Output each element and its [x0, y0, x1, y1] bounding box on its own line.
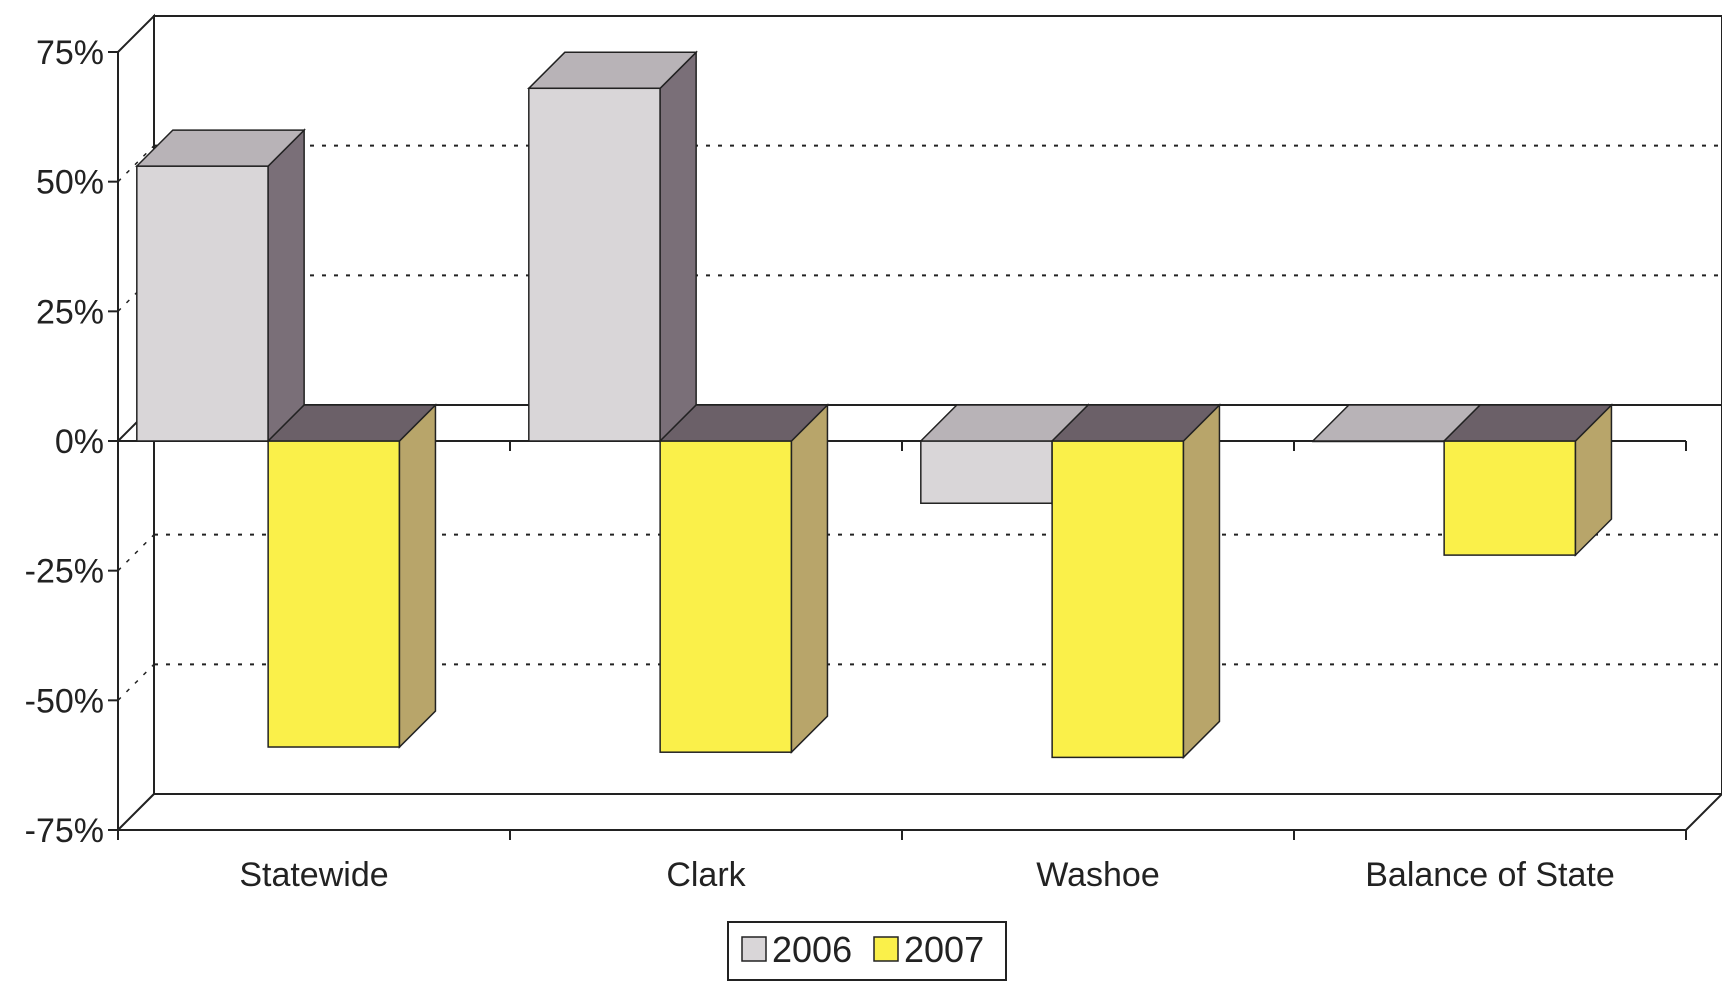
legend-swatch-2006 — [741, 936, 767, 962]
category-label: Washoe — [1036, 856, 1159, 894]
legend-box — [727, 921, 1007, 981]
bar-2007 — [266, 403, 438, 749]
category-label: Balance of State — [1365, 856, 1615, 894]
gridline-side — [117, 663, 155, 701]
bar-top — [1442, 404, 1614, 442]
legend: 2006 2007 — [727, 921, 1007, 981]
gridline-side — [117, 534, 155, 572]
bars — [135, 50, 1614, 760]
y-tick-label: -50% — [25, 682, 104, 720]
gridline-side — [117, 274, 155, 312]
bar-2007 — [1442, 403, 1614, 557]
bar-2006 — [919, 403, 1090, 506]
bar-top — [135, 129, 306, 167]
category-labels: Statewide Clark Washoe Balance of State — [239, 856, 1614, 894]
legend-label-2007: 2007 — [904, 929, 984, 970]
bar-front — [1443, 440, 1577, 556]
y-tick-label: 75% — [36, 34, 104, 72]
bar-2007 — [1050, 403, 1222, 760]
bar-front — [659, 440, 793, 753]
y-tick-label: 0% — [55, 423, 104, 461]
bar-front — [920, 440, 1053, 504]
bar-top — [266, 404, 438, 442]
legend-swatch-2007 — [873, 936, 899, 962]
bar-front — [528, 87, 661, 442]
bar-top — [658, 404, 830, 442]
y-tick-label: -75% — [25, 812, 104, 850]
bar-2006 — [527, 50, 698, 443]
bar-side — [398, 403, 437, 749]
bar-2007 — [658, 403, 830, 755]
bar-side — [790, 403, 829, 755]
y-tick-label: 25% — [36, 293, 104, 331]
y-tick-label: 50% — [36, 164, 104, 202]
category-label: Statewide — [239, 856, 388, 894]
floor — [115, 793, 1722, 831]
bar-front — [136, 165, 269, 442]
bar-front — [1051, 440, 1185, 759]
bar-side — [267, 128, 305, 443]
bar-side — [1182, 403, 1221, 760]
bar-top — [527, 51, 698, 90]
bar-side — [659, 50, 697, 443]
y-tick-labels: 75% 50% 25% 0% -25% -50% -75% — [25, 34, 104, 850]
gridline-side — [117, 145, 155, 183]
legend-label-2006: 2006 — [772, 929, 852, 970]
bar-front — [267, 440, 401, 748]
y-tick-label: -25% — [25, 553, 104, 591]
bar-top — [1050, 404, 1222, 442]
bar-2006 — [135, 128, 306, 443]
category-label: Clark — [666, 856, 746, 894]
